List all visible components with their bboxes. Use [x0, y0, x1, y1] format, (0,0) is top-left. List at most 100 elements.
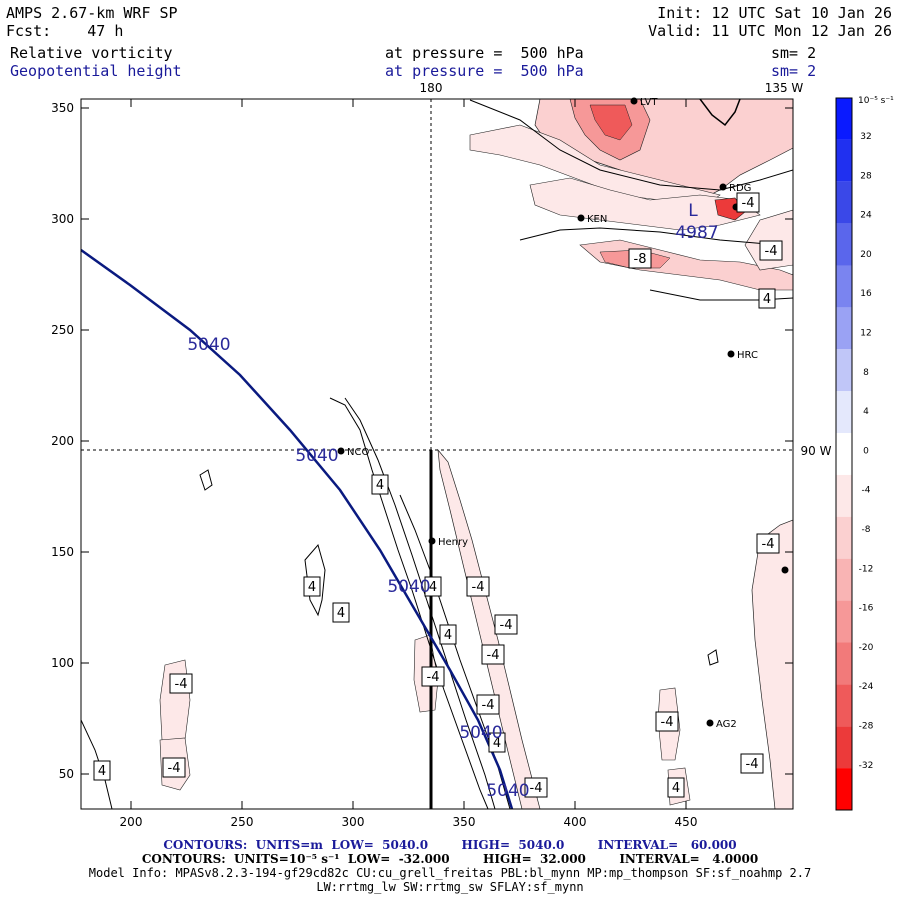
colorbar-label: 8	[863, 368, 869, 378]
colorbar-swatch	[836, 433, 852, 475]
vorticity-label: -4	[421, 666, 445, 687]
field2-pressure: at pressure = 500 hPa	[385, 62, 584, 80]
station-marker	[577, 214, 585, 222]
neg-vort-core-inner	[589, 104, 633, 141]
stations-layer: LVT RDG KEN HRC NCO Henry AG2	[337, 97, 789, 730]
colorbar: 32 28 24 20 16 12 8 4 0 -4 -8 -12 -16 -20 -24 -28 -32	[835, 97, 874, 811]
model-title: AMPS 2.67-km WRF SP	[6, 4, 178, 22]
station-label: LVT	[640, 97, 658, 108]
colorbar-swatch	[836, 98, 852, 140]
x-axis: 200 250 300 350 400 450	[120, 99, 698, 829]
svg-text:-4: -4	[765, 244, 778, 259]
y-tick-label: 300	[51, 212, 74, 226]
colorbar-swatch	[836, 768, 852, 810]
svg-text:4: 4	[763, 292, 771, 307]
lon-label-180: 180	[420, 81, 443, 95]
vorticity-label: -4	[169, 673, 193, 694]
svg-text:-4: -4	[487, 648, 500, 663]
colorbar-swatch	[836, 600, 852, 643]
height-label: 5040	[486, 781, 529, 801]
fcst-value: 47 h	[87, 22, 124, 40]
footer-model-info: Model Info: MPASv8.2.3-194-gf29cd82c CU:…	[88, 866, 812, 880]
pos-vort-lower-ridge	[649, 289, 793, 301]
colorbar-label: -32	[859, 761, 874, 771]
vorticity-label: 4	[371, 474, 389, 495]
station-label: Henry	[438, 537, 468, 548]
colorbar-swatch	[836, 223, 852, 266]
vorticity-label: -4	[162, 757, 186, 778]
vorticity-label: -4	[756, 533, 780, 554]
y-tick-label: 200	[51, 434, 74, 448]
height-label: 5040	[295, 446, 338, 466]
x-tick-label: 200	[120, 815, 143, 829]
colorbar-label: -28	[859, 722, 874, 732]
y-tick-label: 150	[51, 545, 74, 559]
colorbar-label: 24	[860, 211, 872, 221]
field1-pressure: at pressure = 500 hPa	[385, 44, 584, 62]
station-marker	[719, 183, 727, 191]
svg-text:-4: -4	[742, 196, 755, 211]
valid-time: Valid: 11 UTC Mon 12 Jan 26	[648, 22, 892, 40]
svg-text:4: 4	[376, 478, 384, 493]
colorbar-swatch	[836, 349, 852, 392]
colorbar-label: -12	[859, 564, 874, 574]
vorticity-label: -4	[524, 777, 548, 798]
pos-vort-contour-2	[344, 397, 496, 809]
colorbar-label: 20	[860, 250, 872, 260]
colorbar-label: 32	[860, 132, 871, 142]
field2-smoothing: sm= 2	[771, 62, 817, 80]
colorbar-label: -4	[862, 486, 871, 496]
x-tick-label: 450	[675, 815, 698, 829]
vorticity-label: -4	[476, 694, 500, 715]
y-tick-label: 250	[51, 323, 74, 337]
y-tick-label: 50	[59, 767, 74, 781]
svg-text:4: 4	[429, 580, 437, 595]
colorbar-label: -8	[862, 525, 871, 535]
svg-text:4: 4	[493, 736, 501, 751]
coastline	[699, 99, 741, 127]
svg-text:-4: -4	[661, 715, 674, 730]
colorbar-swatch	[836, 684, 852, 727]
svg-text:-4: -4	[530, 781, 543, 796]
vorticity-label: 4	[332, 602, 350, 623]
svg-text:4: 4	[672, 781, 680, 796]
lon-label-135w: 135 W	[765, 81, 804, 95]
pos-vort-loop-3	[707, 649, 719, 666]
height-contour-5040	[81, 248, 514, 809]
colorbar-swatch	[836, 181, 852, 224]
vorticity-label: -4	[481, 644, 505, 665]
svg-text:-4: -4	[168, 761, 181, 776]
colorbar-label: -16	[859, 604, 874, 614]
neg-vort-right-lower	[751, 519, 793, 809]
pos-vort-top-ridge	[469, 99, 793, 191]
station-marker	[727, 350, 735, 358]
station-label: NCO	[347, 447, 369, 458]
colorbar-label: -24	[859, 682, 874, 692]
colorbar-label: 4	[863, 407, 869, 417]
pos-vort-mid-ridge	[519, 227, 781, 246]
height-label: 5040	[387, 577, 430, 597]
low-center-marker: L	[688, 201, 698, 221]
svg-text:4: 4	[444, 628, 452, 643]
colorbar-swatch	[836, 516, 852, 559]
height-label: 5040	[459, 723, 502, 743]
lon-label-90w: 90 W	[801, 444, 832, 458]
neg-vort-central-band	[437, 448, 541, 809]
svg-text:-4: -4	[482, 698, 495, 713]
svg-text:4: 4	[337, 606, 345, 621]
colorbar-label: -20	[859, 643, 874, 653]
height-label: 5040	[187, 335, 230, 355]
vorticity-label: 4	[93, 760, 111, 781]
pos-vort-loop-1	[304, 543, 326, 617]
x-tick-label: 400	[564, 815, 587, 829]
colorbar-label: 12	[860, 329, 871, 339]
colorbar-swatch	[836, 474, 852, 517]
vorticity-label: 4	[667, 777, 685, 798]
field1-smoothing: sm= 2	[771, 44, 817, 62]
svg-text:-4: -4	[746, 757, 759, 772]
colorbar-swatch	[836, 307, 852, 350]
station-marker	[706, 719, 714, 727]
station-label: HRC	[737, 350, 758, 361]
